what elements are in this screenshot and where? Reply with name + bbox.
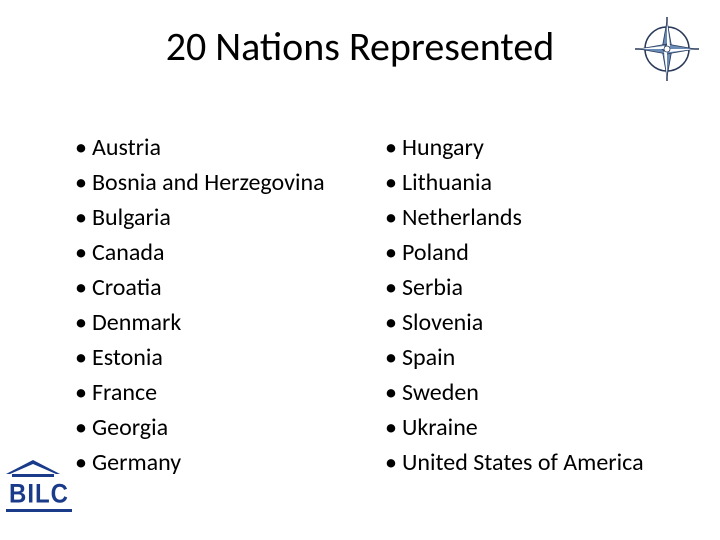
- nation-label: Denmark: [92, 305, 181, 340]
- list-item: •Lithuania: [380, 165, 690, 200]
- nation-label: Bosnia and Herzegovina: [92, 165, 325, 200]
- list-item: •Hungary: [380, 130, 690, 165]
- bullet-icon: •: [380, 270, 402, 305]
- nation-label: Poland: [402, 235, 469, 270]
- nation-label: Austria: [92, 130, 161, 165]
- nation-label: Spain: [402, 340, 455, 375]
- list-item: •Slovenia: [380, 305, 690, 340]
- nation-label: Estonia: [92, 340, 163, 375]
- bullet-icon: •: [380, 165, 402, 200]
- bullet-icon: •: [380, 445, 402, 480]
- bullet-icon: •: [70, 270, 92, 305]
- list-item: •Austria: [70, 130, 380, 165]
- list-item: •France: [70, 375, 380, 410]
- nation-label: United States of America: [402, 445, 644, 480]
- nation-label: Croatia: [92, 270, 162, 305]
- bullet-icon: •: [380, 375, 402, 410]
- nations-columns: •Austria •Bosnia and Herzegovina •Bulgar…: [70, 130, 710, 480]
- nation-label: France: [92, 375, 157, 410]
- bullet-icon: •: [70, 235, 92, 270]
- bilc-logo-underline: [6, 509, 72, 512]
- title-row: 20 Nations Represented: [0, 22, 720, 71]
- bullet-icon: •: [70, 130, 92, 165]
- list-item: •Georgia: [70, 410, 380, 445]
- bullet-icon: •: [380, 410, 402, 445]
- nation-label: Hungary: [402, 130, 484, 165]
- list-item: •Sweden: [380, 375, 690, 410]
- bullet-icon: •: [70, 445, 92, 480]
- list-item: •Estonia: [70, 340, 380, 375]
- list-item: •Croatia: [70, 270, 380, 305]
- list-item: •Ukraine: [380, 410, 690, 445]
- bullet-icon: •: [380, 130, 402, 165]
- bilc-logo-icon: BILC: [6, 460, 72, 512]
- nation-label: Canada: [92, 235, 165, 270]
- bullet-icon: •: [70, 200, 92, 235]
- nation-label: Germany: [92, 445, 181, 480]
- list-item: •Serbia: [380, 270, 690, 305]
- nato-compass-icon: [632, 14, 702, 84]
- slide-title: 20 Nations Represented: [166, 22, 555, 71]
- nation-label: Bulgaria: [92, 200, 171, 235]
- list-item: •Bulgaria: [70, 200, 380, 235]
- list-item: •Spain: [380, 340, 690, 375]
- nation-label: Serbia: [402, 270, 463, 305]
- bullet-icon: •: [380, 200, 402, 235]
- slide: 20 Nations Represented •Austria •Bosn: [0, 0, 720, 540]
- bullet-icon: •: [380, 340, 402, 375]
- list-item: •Germany: [70, 445, 380, 480]
- bullet-icon: •: [70, 375, 92, 410]
- bullet-icon: •: [70, 410, 92, 445]
- nations-column-right: •Hungary •Lithuania •Netherlands •Poland…: [380, 130, 690, 480]
- nation-label: Netherlands: [402, 200, 522, 235]
- list-item: •Canada: [70, 235, 380, 270]
- bullet-icon: •: [70, 340, 92, 375]
- bilc-logo-text: BILC: [6, 482, 72, 508]
- bullet-icon: •: [380, 235, 402, 270]
- list-item: •Bosnia and Herzegovina: [70, 165, 380, 200]
- list-item: •Netherlands: [380, 200, 690, 235]
- nation-label: Sweden: [402, 375, 479, 410]
- nations-column-left: •Austria •Bosnia and Herzegovina •Bulgar…: [70, 130, 380, 480]
- bullet-icon: •: [70, 165, 92, 200]
- list-item: •Poland: [380, 235, 690, 270]
- list-item: •United States of America: [380, 445, 690, 480]
- nation-label: Georgia: [92, 410, 168, 445]
- nation-label: Lithuania: [402, 165, 492, 200]
- nation-label: Slovenia: [402, 305, 483, 340]
- list-item: •Denmark: [70, 305, 380, 340]
- nation-label: Ukraine: [402, 410, 478, 445]
- bullet-icon: •: [380, 305, 402, 340]
- bullet-icon: •: [70, 305, 92, 340]
